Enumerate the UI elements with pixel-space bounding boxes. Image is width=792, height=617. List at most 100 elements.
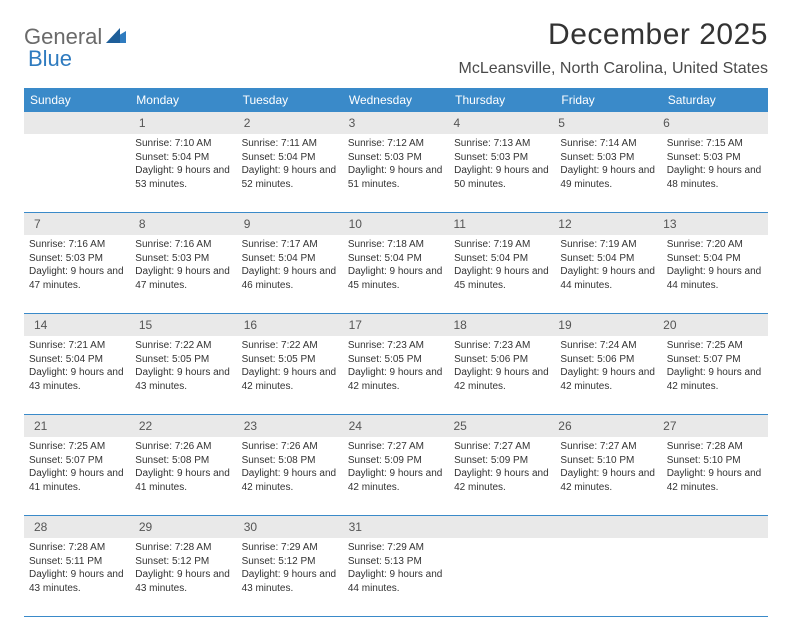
daylight-text: Daylight: 9 hours and 43 minutes. <box>135 568 231 595</box>
day-number: 18 <box>448 316 553 334</box>
sunrise-text: Sunrise: 7:16 AM <box>135 238 231 252</box>
calendar-cell: Sunrise: 7:16 AMSunset: 5:03 PMDaylight:… <box>130 235 236 313</box>
sunrise-text: Sunrise: 7:12 AM <box>348 137 444 151</box>
daylight-text: Daylight: 9 hours and 43 minutes. <box>135 366 231 393</box>
calendar-week-row: Sunrise: 7:21 AMSunset: 5:04 PM Daylight:… <box>24 336 768 415</box>
day-number: 25 <box>448 417 553 435</box>
daylight-text: Daylight: 9 hours and 45 minutes. <box>348 265 444 292</box>
calendar-cell: Sunrise: 7:22 AMSunset: 5:05 PMDaylight:… <box>130 336 236 414</box>
sunrise-text: Sunrise: 7:11 AM <box>242 137 338 151</box>
page-header: General December 2025 McLeansville, Nort… <box>24 18 768 78</box>
day-number-row: 14151617181920 <box>24 314 768 336</box>
daylight-text: Daylight: 9 hours and 44 minutes. <box>348 568 444 595</box>
calendar-cell: Sunrise: 7:29 AMSunset: 5:12 PMDaylight:… <box>237 538 343 616</box>
calendar-cell: Sunrise: 7:15 AMSunset: 5:03 PMDaylight:… <box>662 134 768 212</box>
sunrise-text: Sunrise: 7:28 AM <box>135 541 231 555</box>
dow-friday: Friday <box>555 88 661 112</box>
sunset-text: Sunset: 5:03 PM <box>667 151 763 165</box>
calendar-cell: Sunrise: 7:17 AMSunset: 5:04 PMDaylight:… <box>237 235 343 313</box>
daylight-text: Daylight: 9 hours and 42 minutes. <box>667 366 763 393</box>
daylight-text: Daylight: 9 hours and 48 minutes. <box>667 164 763 191</box>
daylight-text: Daylight: 9 hours and 42 minutes. <box>560 366 656 393</box>
logo-text-blue: Blue <box>28 46 72 72</box>
sunrise-text: Sunrise: 7:18 AM <box>348 238 444 252</box>
sunset-text: Sunset: 5:08 PM <box>242 454 338 468</box>
daylight-text: Daylight: 9 hours and 42 minutes. <box>560 467 656 494</box>
sunrise-text: Sunrise: 7:19 AM <box>454 238 550 252</box>
sunrise-text: Sunrise: 7:10 AM <box>135 137 231 151</box>
calendar-cell: Sunrise: 7:28 AMSunset: 5:11 PMDaylight:… <box>24 538 130 616</box>
calendar-cell: Sunrise: 7:25 AMSunset: 5:07 PMDaylight:… <box>24 437 130 515</box>
sunset-text: Sunset: 5:09 PM <box>454 454 550 468</box>
daylight-text: Daylight: 9 hours and 46 minutes. <box>242 265 338 292</box>
sunrise-text: Sunrise: 7:21 AM <box>29 339 125 353</box>
daylight-text: Daylight: 9 hours and 47 minutes. <box>29 265 125 292</box>
calendar-cell <box>449 538 555 616</box>
sunrise-text: Sunrise: 7:15 AM <box>667 137 763 151</box>
calendar-cell <box>24 134 130 212</box>
calendar-cell: Sunrise: 7:18 AMSunset: 5:04 PMDaylight:… <box>343 235 449 313</box>
sunrise-text: Sunrise: 7:27 AM <box>348 440 444 454</box>
day-number: 9 <box>239 215 344 233</box>
calendar-cell: Sunrise: 7:28 AMSunset: 5:10 PMDaylight:… <box>662 437 768 515</box>
daylight-text: Daylight: 9 hours and 49 minutes. <box>560 164 656 191</box>
calendar-cell: Sunrise: 7:28 AMSunset: 5:12 PMDaylight:… <box>130 538 236 616</box>
day-number: 30 <box>239 518 344 536</box>
daylight-text: Daylight: 9 hours and 42 minutes. <box>242 366 338 393</box>
calendar-cell: Sunrise: 7:10 AMSunset: 5:04 PMDaylight:… <box>130 134 236 212</box>
daylight-text: Daylight: 9 hours and 44 minutes. <box>667 265 763 292</box>
calendar-cell: Sunrise: 7:23 AMSunset: 5:06 PMDaylight:… <box>449 336 555 414</box>
sunset-text: Sunset: 5:05 PM <box>135 353 231 367</box>
calendar-cell: Sunrise: 7:21 AMSunset: 5:04 PMDaylight:… <box>24 336 130 414</box>
calendar-cell: Sunrise: 7:16 AMSunset: 5:03 PMDaylight:… <box>24 235 130 313</box>
sunset-text: Sunset: 5:03 PM <box>135 252 231 266</box>
day-number: 8 <box>134 215 239 233</box>
calendar-week-row: Sunrise: 7:25 AMSunset: 5:07 PMDaylight:… <box>24 437 768 516</box>
daylight-text: Daylight: 9 hours and 42 minutes. <box>242 467 338 494</box>
calendar-cell: Sunrise: 7:24 AMSunset: 5:06 PMDaylight:… <box>555 336 661 414</box>
daylight-text: Daylight: 9 hours and 42 minutes. <box>454 467 550 494</box>
sunrise-text: Sunrise: 7:25 AM <box>29 440 125 454</box>
sunset-text: Sunset: 5:10 PM <box>560 454 656 468</box>
sunset-text: Sunset: 5:03 PM <box>454 151 550 165</box>
sunrise-text: Sunrise: 7:13 AM <box>454 137 550 151</box>
logo-mark-icon <box>106 26 128 49</box>
calendar-cell <box>555 538 661 616</box>
sunset-text: Sunset: 5:09 PM <box>348 454 444 468</box>
daylight-text: Daylight: 9 hours and 41 minutes. <box>135 467 231 494</box>
dow-saturday: Saturday <box>662 88 768 112</box>
calendar-cell: Sunrise: 7:20 AMSunset: 5:04 PMDaylight:… <box>662 235 768 313</box>
day-number: 12 <box>553 215 658 233</box>
dow-monday: Monday <box>130 88 236 112</box>
calendar-week-row: Sunrise: 7:10 AMSunset: 5:04 PMDaylight:… <box>24 134 768 213</box>
calendar-cell: Sunrise: 7:27 AMSunset: 5:09 PMDaylight:… <box>449 437 555 515</box>
sunset-text: Sunset: 5:06 PM <box>454 353 550 367</box>
sunrise-text: Sunrise: 7:26 AM <box>242 440 338 454</box>
sunset-text: Sunset: 5:10 PM <box>667 454 763 468</box>
day-number-row: 28293031 <box>24 516 768 538</box>
day-number: 20 <box>658 316 763 334</box>
sunset-text: Sunset: 5:08 PM <box>135 454 231 468</box>
month-title: December 2025 <box>459 18 768 52</box>
day-number: 31 <box>344 518 449 536</box>
daylight-text: Daylight: 9 hours and 42 minutes. <box>454 366 550 393</box>
sunset-text: Sunset: 5:05 PM <box>348 353 444 367</box>
sunset-text: Sunset: 5:03 PM <box>29 252 125 266</box>
sunset-text: Sunset: 5:05 PM <box>242 353 338 367</box>
sunset-text: Sunset: 5:04 PM <box>29 353 125 367</box>
day-number: 26 <box>553 417 658 435</box>
weeks-container: 123456Sunrise: 7:10 AMSunset: 5:04 PMDay… <box>24 112 768 617</box>
sunrise-text: Sunrise: 7:14 AM <box>560 137 656 151</box>
day-number: 23 <box>239 417 344 435</box>
sunrise-text: Sunrise: 7:23 AM <box>454 339 550 353</box>
calendar-cell: Sunrise: 7:25 AMSunset: 5:07 PMDaylight:… <box>662 336 768 414</box>
logo-line2: Blue <box>28 46 72 72</box>
day-number: 14 <box>29 316 134 334</box>
daylight-text: Daylight: 9 hours and 43 minutes. <box>29 568 125 595</box>
day-number: 3 <box>344 114 449 132</box>
day-number: 22 <box>134 417 239 435</box>
calendar-cell: Sunrise: 7:12 AMSunset: 5:03 PMDaylight:… <box>343 134 449 212</box>
sunset-text: Sunset: 5:11 PM <box>29 555 125 569</box>
dow-thursday: Thursday <box>449 88 555 112</box>
sunrise-text: Sunrise: 7:29 AM <box>348 541 444 555</box>
